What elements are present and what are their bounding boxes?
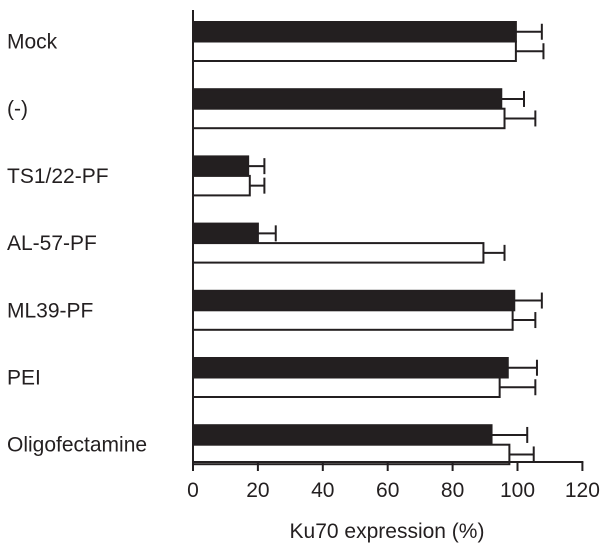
category-label: AL-57-PF xyxy=(7,232,97,255)
bar xyxy=(192,21,517,43)
x-axis: 0 20 40 60 80 100 120 xyxy=(187,461,600,502)
category-label: (-) xyxy=(7,98,28,121)
bar xyxy=(192,242,485,264)
bars-layer xyxy=(192,21,517,466)
bar xyxy=(192,424,493,446)
bar xyxy=(192,357,509,379)
x-tick-label: 80 xyxy=(441,479,464,502)
category-label: PEI xyxy=(7,367,41,390)
x-axis-title: Ku70 expression (%) xyxy=(290,520,485,543)
category-label: ML39-PF xyxy=(7,299,93,322)
x-tick-label: 100 xyxy=(500,479,535,502)
x-tick-label: 20 xyxy=(246,479,269,502)
category-label: TS1/22-PF xyxy=(7,165,109,188)
x-tick-label: 120 xyxy=(565,479,600,502)
error-bars-layer xyxy=(248,23,545,463)
x-tick-label: 60 xyxy=(376,479,399,502)
category-labels: Mock (-) TS1/22-PF AL-57-PF ML39-PF PEI Oligof… xyxy=(7,31,147,457)
bar xyxy=(192,174,251,197)
bar xyxy=(192,309,514,331)
bar xyxy=(192,155,250,177)
bar xyxy=(192,88,503,110)
bar xyxy=(192,376,501,398)
bar xyxy=(192,222,259,245)
bar xyxy=(192,289,516,312)
bar xyxy=(192,40,517,62)
category-label: Oligofectamine xyxy=(7,434,147,457)
category-label: Mock xyxy=(7,31,58,54)
x-tick-label: 0 xyxy=(187,479,199,502)
bar xyxy=(192,107,506,130)
x-tick-label: 40 xyxy=(311,479,334,502)
